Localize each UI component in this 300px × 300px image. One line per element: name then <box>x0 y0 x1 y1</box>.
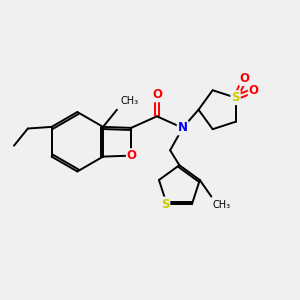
Text: CH₃: CH₃ <box>213 200 231 211</box>
Text: O: O <box>249 84 259 97</box>
Text: O: O <box>127 149 137 162</box>
Text: S: S <box>161 197 170 211</box>
Text: O: O <box>240 72 250 85</box>
Text: S: S <box>231 91 240 104</box>
Text: O: O <box>152 88 162 101</box>
Text: N: N <box>178 122 188 134</box>
Text: CH₃: CH₃ <box>121 96 139 106</box>
